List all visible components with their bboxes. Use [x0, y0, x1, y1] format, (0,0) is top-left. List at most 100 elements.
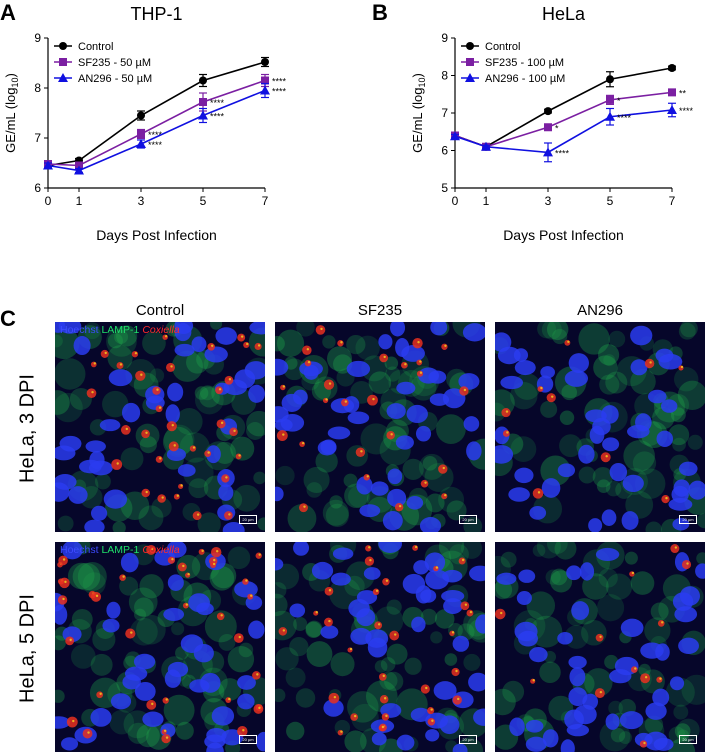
lamp-signal	[463, 516, 483, 532]
nucleus	[621, 511, 639, 530]
lamp-signal	[230, 436, 255, 461]
lamp-signal	[233, 484, 261, 512]
lamp-signal	[119, 576, 139, 596]
nucleus	[320, 625, 339, 639]
coxiella-vacuole	[242, 578, 249, 585]
legend-marker	[58, 73, 68, 82]
nucleus	[222, 522, 245, 532]
lamp-signal	[227, 645, 255, 673]
coxiella-vacuole	[323, 379, 335, 390]
coxiella-vacuole	[135, 370, 146, 381]
lamp-signal	[584, 668, 613, 697]
micrograph-sf235-3dpi: 20 µm	[275, 322, 485, 532]
coxiella-vacuole	[168, 441, 179, 452]
lamp-signal	[346, 445, 368, 467]
significance-label: ****	[555, 148, 570, 158]
lamp-signal	[385, 366, 401, 382]
coxiella-vacuole	[189, 445, 197, 452]
lamp-signal	[578, 323, 610, 355]
lamp-signal	[283, 358, 306, 381]
nucleus	[234, 581, 258, 598]
lamp-signal	[218, 633, 236, 651]
coxiella-spot	[455, 669, 458, 673]
coxiella-vacuole	[546, 393, 556, 403]
lamp-signal	[248, 327, 265, 357]
lamp-signal	[368, 371, 392, 394]
coxiella-spot	[171, 423, 174, 427]
coxiella-vacuole	[639, 740, 648, 748]
significance-label: **	[679, 88, 687, 98]
coxiella-vacuole	[401, 361, 408, 369]
nucleus	[204, 346, 228, 363]
coxiella-spot	[303, 505, 306, 508]
coxiella-vacuole	[412, 545, 419, 551]
coxiella-spot	[631, 571, 635, 575]
nucleus	[58, 322, 82, 334]
data-point	[667, 105, 677, 114]
coxiella-vacuole	[564, 339, 571, 346]
lamp-signal	[608, 700, 623, 716]
nucleus	[557, 463, 576, 478]
nucleus	[514, 621, 538, 642]
coxiella-spot	[328, 619, 331, 623]
nucleus	[672, 592, 694, 611]
lamp-signal	[635, 468, 666, 499]
nucleus	[88, 460, 113, 476]
nucleus	[133, 653, 156, 670]
coxiella-spot	[424, 481, 427, 484]
lamp-signal	[545, 569, 561, 585]
lamp-signal	[199, 385, 215, 401]
micrograph-control-3dpi: Hoechst LAMP-1 Coxiella 20 µm	[55, 322, 265, 532]
nucleus	[578, 444, 595, 464]
lamp-signal	[687, 434, 703, 450]
coxiella-spot	[257, 344, 261, 347]
coxiella-spot	[196, 513, 200, 516]
coxiella-spot	[156, 388, 159, 391]
nucleus	[200, 672, 221, 693]
nucleus	[655, 643, 670, 661]
coxiella-vacuole	[198, 548, 205, 555]
lamp-signal	[315, 450, 338, 473]
nucleus	[417, 367, 440, 384]
lamp-signal	[275, 563, 300, 590]
nucleus	[425, 729, 440, 742]
nucleus	[249, 322, 265, 335]
nucleus	[387, 468, 403, 485]
coxiella-spot	[328, 382, 332, 385]
coxiella-vacuole	[595, 633, 604, 642]
nucleus	[463, 416, 480, 432]
lamp-signal	[55, 689, 65, 703]
coxiella-spot	[151, 702, 154, 706]
lamp-signal	[374, 606, 404, 636]
data-point	[668, 88, 676, 97]
coxiella-vacuole	[116, 362, 124, 369]
lamp-signal	[275, 647, 299, 671]
legend: Control SF235 - 50 µM AN296 - 50 µM	[54, 41, 152, 85]
lamp-signal	[163, 694, 195, 726]
y-tick-label: 7	[34, 131, 41, 145]
coxiella-vacuole	[379, 695, 389, 704]
coxiella-spot	[464, 603, 468, 606]
nucleus	[415, 425, 432, 442]
lamp-signal	[227, 546, 251, 570]
coxiella-spot	[417, 340, 420, 344]
nucleus	[396, 381, 416, 395]
coxiella-spot	[145, 490, 148, 494]
nucleus	[256, 731, 265, 752]
coxiella-vacuole	[324, 617, 333, 627]
coxiella-spot	[228, 697, 231, 701]
lamp-signal	[72, 562, 101, 591]
coxiella-vacuole	[141, 429, 150, 439]
y-tick-label: 9	[441, 31, 448, 45]
coxiella-spot	[87, 731, 90, 734]
nucleus	[516, 591, 532, 606]
coxiella-spot	[325, 398, 328, 401]
lamp-signal	[197, 512, 221, 532]
lamp-signal	[668, 424, 690, 446]
y-tick-label: 8	[441, 69, 448, 83]
coxiella-spot	[461, 558, 465, 562]
lamp-signal	[285, 667, 306, 688]
coxiella-vacuole	[125, 628, 136, 639]
column-header-control: Control	[135, 302, 185, 319]
coxiella-spot	[165, 698, 168, 701]
